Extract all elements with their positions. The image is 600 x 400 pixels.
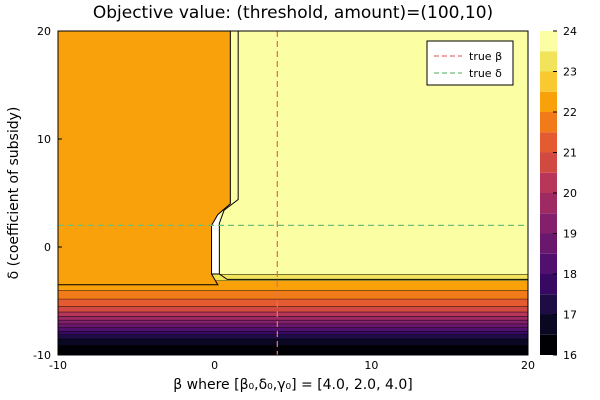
contour-band [58, 298, 528, 307]
contour-region-upper-left [58, 31, 231, 285]
colorbar-cell [540, 274, 557, 295]
upper-regions [58, 31, 528, 286]
colorbar-cell [540, 152, 557, 173]
colorbar-cell [540, 233, 557, 254]
y-tick-label: 0 [44, 241, 51, 254]
colorbar-cell [540, 51, 557, 72]
chart-title: Objective value: (threshold, amount)=(10… [93, 3, 493, 23]
legend-entry-true-delta: true δ [469, 67, 502, 80]
colorbar-tick-label: 19 [563, 228, 577, 241]
contour-boundary-inner [218, 31, 528, 280]
plot-area [58, 31, 528, 355]
plot-frame [57, 30, 529, 356]
contour-band [58, 306, 528, 312]
colorbar-cell [540, 213, 557, 234]
contour-band [58, 338, 528, 346]
colorbar-tick-label: 24 [563, 25, 577, 38]
legend: true β true δ [426, 40, 514, 86]
contour-bands [58, 273, 528, 355]
colorbar-tick-label: 22 [563, 106, 577, 119]
contour-band [58, 345, 528, 355]
contour-band [58, 274, 528, 281]
colorbar-cell [540, 132, 557, 153]
y-axis-label: δ (coefficient of subsidy) [6, 107, 22, 280]
colorbar-tick-label: 17 [563, 309, 577, 322]
colorbar-cell [540, 112, 557, 133]
contour-region-upper-right [219, 31, 528, 274]
colorbar-tick-label: 21 [563, 147, 577, 160]
y-axis-ticks: -10 0 10 20 [33, 25, 62, 362]
colorbar-tick-label: 23 [563, 66, 577, 79]
colorbar-cell [540, 294, 557, 315]
x-axis-label: β where [β₀,δ₀,γ₀] = [4.0, 2.0, 4.0] [173, 377, 412, 393]
x-tick-label: 0 [211, 359, 218, 372]
y-tick-label: 10 [37, 133, 51, 146]
contour-band [58, 331, 528, 335]
colorbar-cell [540, 71, 557, 92]
contour-band [58, 323, 528, 328]
contour-band [58, 334, 528, 339]
colorbar: 16 17 18 19 20 21 22 23 24 [540, 25, 577, 362]
colorbar-cell [540, 172, 557, 193]
contour-band [58, 311, 528, 317]
contour-band [58, 327, 528, 332]
y-tick-label: -10 [33, 349, 51, 362]
colorbar-cell [540, 253, 557, 274]
legend-entry-true-beta: true β [469, 50, 502, 63]
x-tick-label: 20 [521, 359, 535, 372]
colorbar-tick-label: 20 [563, 187, 577, 200]
contour-band [58, 290, 528, 299]
colorbar-cell [540, 334, 557, 355]
colorbar-cell [540, 31, 557, 52]
y-tick-label: 20 [37, 25, 51, 38]
x-axis-ticks: -10 0 10 20 [49, 351, 535, 372]
colorbar-tick-label: 16 [563, 349, 577, 362]
contour-band [58, 319, 528, 324]
x-tick-label: 10 [364, 359, 378, 372]
contour-band [58, 280, 528, 291]
colorbar-cell [540, 91, 557, 112]
colorbar-cell [540, 314, 557, 335]
contour-band [58, 316, 528, 320]
x-tick-label: -10 [49, 359, 67, 372]
legend-box [426, 40, 514, 86]
colorbar-tick-label: 18 [563, 268, 577, 281]
colorbar-cell [540, 193, 557, 214]
